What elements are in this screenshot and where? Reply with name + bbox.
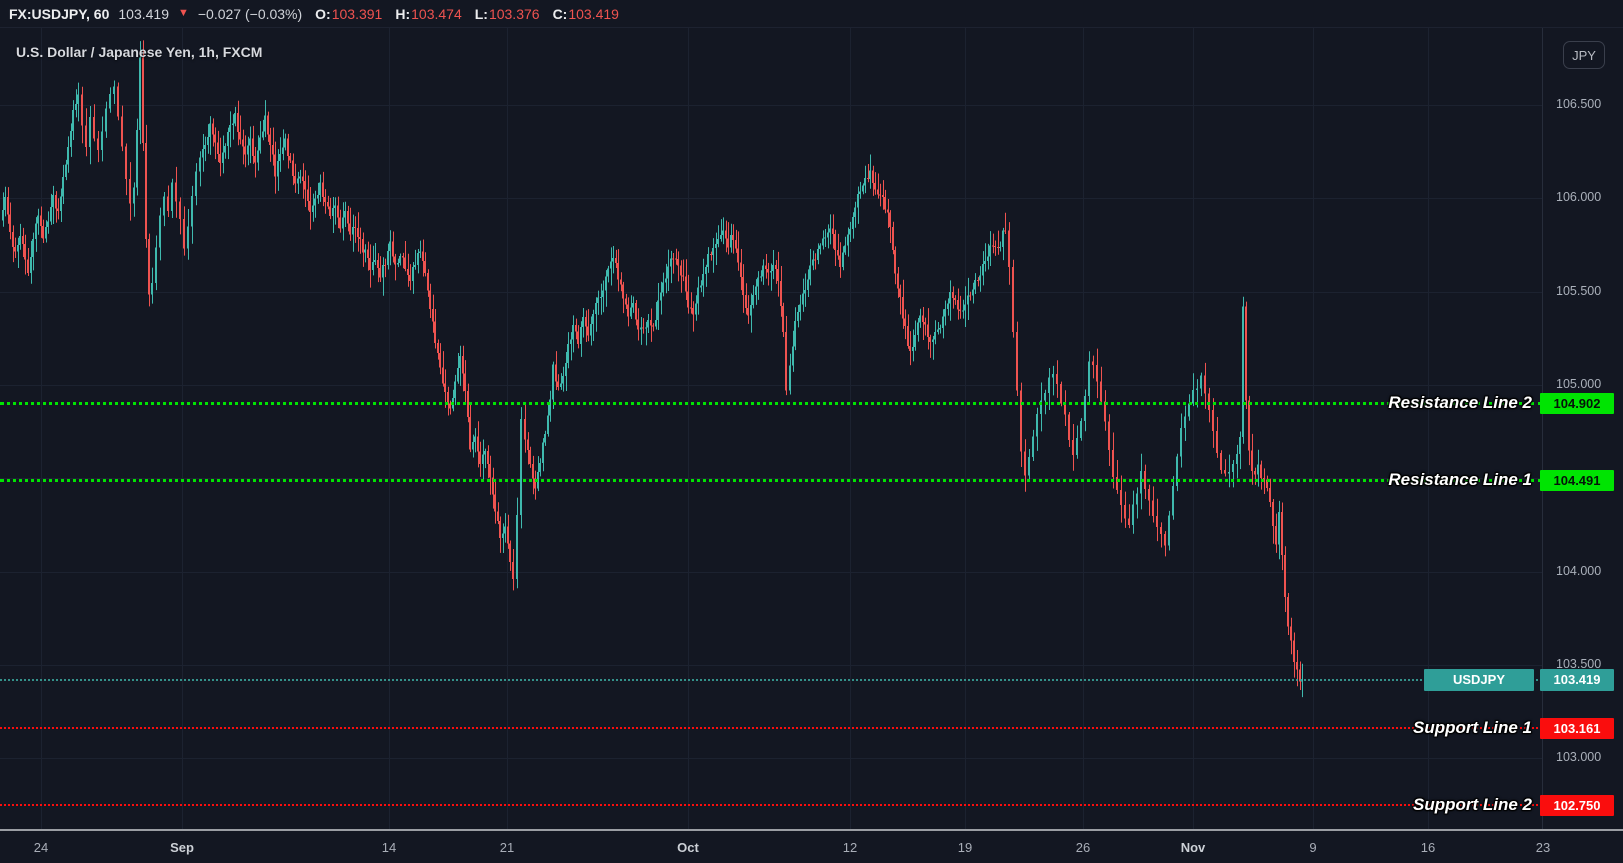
time-tick-label: 24 — [33, 840, 49, 855]
time-tick-label: Nov — [1180, 840, 1206, 855]
time-tick-label: 9 — [1309, 840, 1317, 855]
time-tick-label: Oct — [677, 840, 699, 855]
price-tick-label: 105.000 — [1556, 376, 1602, 391]
time-tick-label: 26 — [1075, 840, 1091, 855]
currency-toggle-button[interactable]: JPY — [1563, 41, 1605, 69]
time-tick-label: 21 — [499, 840, 515, 855]
last-price-value: 103.419 — [118, 5, 169, 22]
price-tick-label: 106.500 — [1556, 97, 1602, 111]
price-change-value: −0.027 (−0.03%) — [197, 5, 303, 22]
high-value: 103.474 — [411, 5, 462, 22]
time-tick-label: 23 — [1535, 840, 1551, 855]
open-value: 103.391 — [331, 5, 383, 22]
price-tick-label: 105.500 — [1556, 283, 1602, 298]
low-label: L: — [474, 5, 488, 22]
open-label: O: — [315, 5, 331, 22]
time-tick-label: 14 — [381, 840, 397, 855]
price-tick-label: 104.000 — [1556, 563, 1602, 578]
time-tick-label: 19 — [957, 840, 973, 855]
price-tick-label: 103.500 — [1556, 656, 1602, 671]
time-tick-label: Sep — [170, 840, 194, 855]
time-tick-label: 12 — [842, 840, 858, 855]
price-tick-label: 103.000 — [1556, 750, 1602, 765]
close-value: 103.419 — [568, 5, 619, 22]
high-label: H: — [395, 5, 411, 22]
close-label: C: — [552, 5, 568, 22]
chart-legend-title: U.S. Dollar / Japanese Yen, 1h, FXCM — [16, 44, 263, 60]
time-tick-label: 16 — [1420, 840, 1436, 855]
price-axis[interactable]: JPY 106.500 106.000 105.500 105.000 104.000 1… — [1542, 28, 1623, 829]
time-axis[interactable]: 24 Sep 14 21 Oct 12 19 26 Nov 9 16 23 — [0, 829, 1623, 863]
low-value: 103.376 — [488, 5, 540, 22]
price-tick-label: 106.000 — [1556, 190, 1602, 205]
down-triangle-icon: ▼ — [177, 7, 189, 19]
ohlc-info-bar: FX:USDJPY, 60 103.419 ▼ −0.027 (−0.03%) … — [0, 0, 1623, 28]
symbol-interval-label: FX:USDJPY, 60 — [9, 5, 110, 22]
